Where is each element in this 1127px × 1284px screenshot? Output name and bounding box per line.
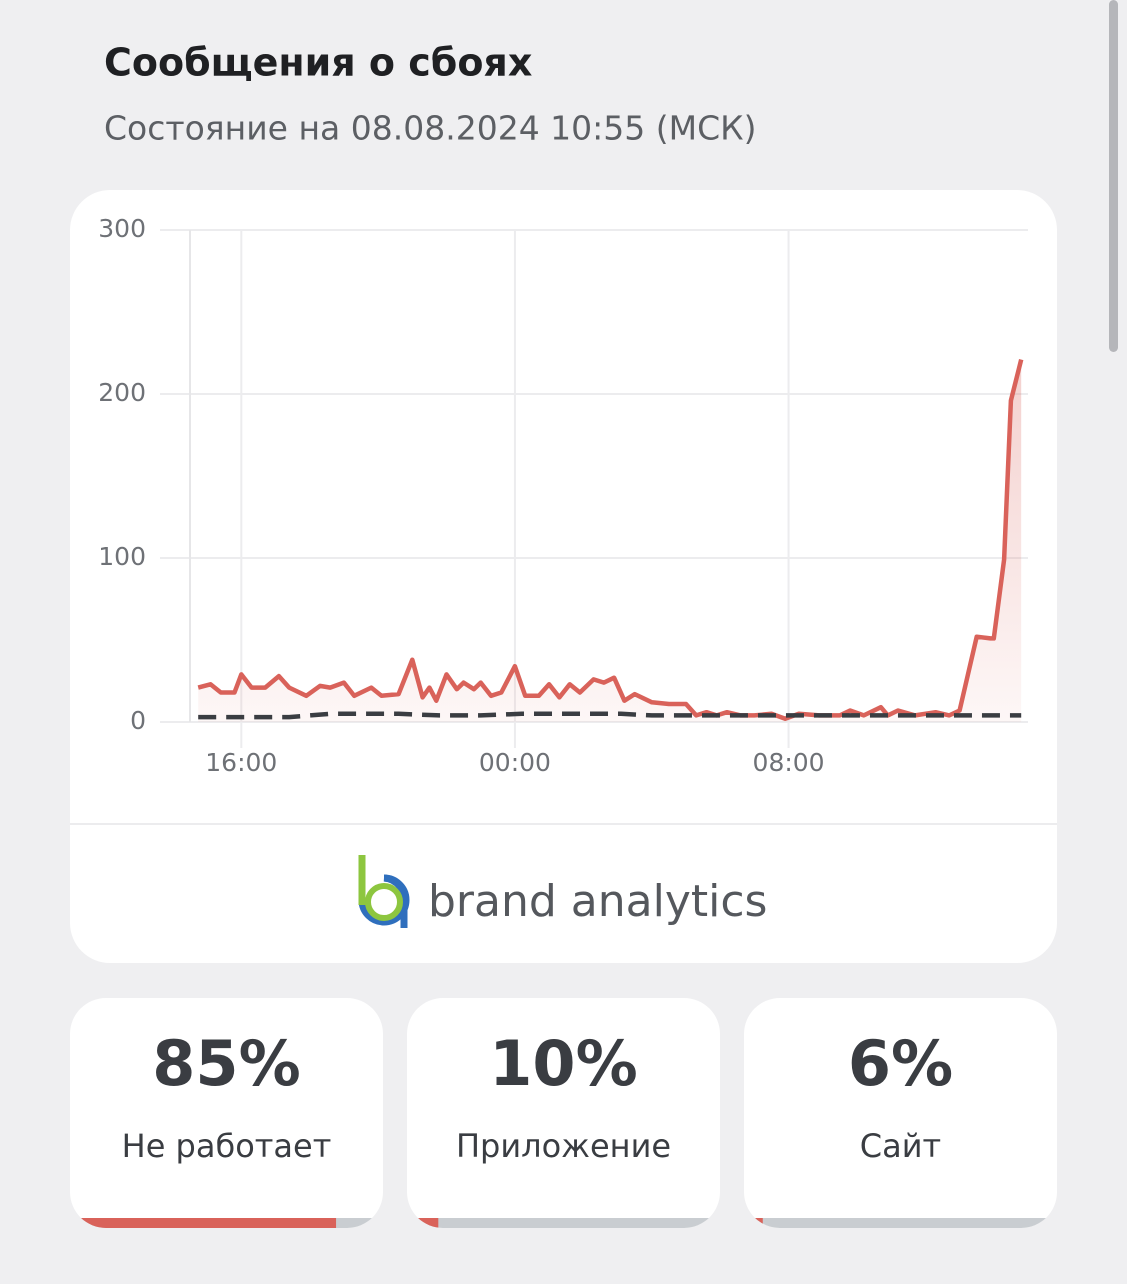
progress-bar	[70, 1218, 337, 1228]
brand-logo	[358, 855, 410, 928]
title: Сообщения о сбоях	[104, 41, 532, 85]
stat-value: 85%	[152, 1027, 300, 1100]
brand-text: brand analytics	[428, 876, 767, 927]
stats: 85% Не работает 10% Приложение 6% Сайт	[70, 998, 1057, 1228]
logo-bowl	[365, 883, 403, 921]
y-tick-label: 200	[98, 378, 146, 407]
stat-card	[744, 998, 1057, 1228]
stat-label: Не работает	[122, 1127, 332, 1165]
y-tick-label: 300	[98, 214, 146, 243]
line	[198, 711, 1022, 720]
area	[198, 359, 1022, 722]
x-tick-label: 00:00	[479, 748, 551, 777]
stat-label: Приложение	[456, 1127, 671, 1165]
card-bg	[407, 998, 720, 1228]
stat-value: 10%	[489, 1027, 637, 1100]
card-bg	[70, 998, 383, 1228]
stat-card	[407, 998, 720, 1228]
progress-bar	[407, 1218, 439, 1228]
chart-card	[70, 190, 1057, 963]
scrollbar[interactable]	[1109, 0, 1118, 352]
card-bg	[744, 998, 1057, 1228]
x-tick-label: 08:00	[753, 748, 825, 777]
progress-bar	[744, 1218, 763, 1228]
stat-label: Сайт	[860, 1127, 941, 1165]
y-tick-label: 100	[98, 542, 146, 571]
y-tick-label: 0	[130, 706, 146, 735]
stat-value: 6%	[848, 1027, 953, 1100]
line	[197, 359, 1024, 721]
x-tick-label: 16:00	[205, 748, 277, 777]
progress-track	[744, 1218, 1057, 1228]
plot: 0 100 200 300 16:00 00:00 08:00	[98, 214, 1028, 777]
progress-track	[407, 1218, 720, 1228]
logo-arc	[383, 874, 408, 928]
stat-card	[70, 998, 383, 1228]
subtitle: Состояние на 08.08.2024 10:55 (МСК)	[104, 109, 756, 148]
